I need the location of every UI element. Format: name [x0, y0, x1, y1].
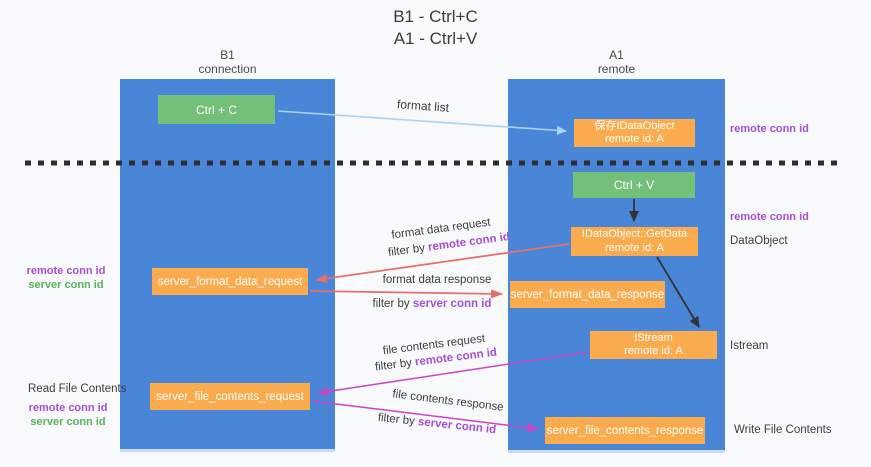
read-file-contents-annotation: Read File Contents: [28, 383, 127, 395]
dataobject-annotation: DataObject: [730, 235, 788, 247]
server-file-contents-response-label: server_file_contents_response: [546, 424, 704, 437]
remote-conn-id-annotation: remote conn id: [28, 402, 108, 414]
server-file-contents-request-label: server_file_contents_request: [156, 390, 304, 403]
filter-by-text: filter by: [372, 298, 413, 310]
saved-dataobject-line1: 保存IDataObject: [594, 119, 675, 132]
server-file-contents-request-box: server_file_contents_request: [150, 383, 310, 410]
filter-by-text: filter by: [374, 356, 416, 374]
format-data-response-filter: filter by server conn id: [373, 298, 492, 310]
right-column-role: remote: [597, 62, 636, 76]
istream-line2: remote id: A: [624, 345, 683, 357]
ctrl-c-label: Ctrl + C: [195, 102, 237, 117]
diagram-title: B1 - Ctrl+C A1 - Ctrl+V: [0, 6, 871, 50]
server-format-data-response-label: server_format_data_response: [510, 288, 665, 301]
server-file-contents-response-box: server_file_contents_response: [545, 417, 705, 444]
title-line-1: B1 - Ctrl+C: [393, 7, 478, 26]
file-contents-response-filter: filter by server conn id: [377, 412, 496, 436]
server-conn-id-key: server conn id: [417, 416, 497, 437]
istream-box: IStream remote id: A: [590, 331, 717, 359]
file-contents-response-label: file contents response: [391, 388, 505, 414]
format-data-response-arrow: [309, 289, 503, 299]
istream-line1: IStream: [634, 331, 673, 344]
format-data-response-label: format data response: [382, 274, 492, 286]
server-format-data-request-box: server_format_data_request: [152, 268, 308, 295]
title-line-2: A1 - Ctrl+V: [393, 29, 478, 48]
getdata-line2: remote id: A: [605, 241, 664, 254]
server-conn-id-annotation: server conn id: [30, 416, 106, 428]
server-conn-id-annotation: server conn id: [28, 279, 104, 291]
server-conn-id-key: server conn id: [412, 298, 492, 310]
filter-by-text: filter by: [377, 411, 419, 428]
file-conn-id-pair: remote conn id server conn id: [26, 401, 110, 429]
right-column-name: A1: [609, 48, 624, 62]
getdata-box: IDataObject::GetData remote id: A: [571, 227, 698, 256]
ctrl-v-label: Ctrl + V: [613, 178, 655, 192]
saved-dataobject-box: 保存IDataObject remote id: A: [574, 119, 695, 147]
remote-conn-id-annotation-mid: remote conn id: [730, 211, 809, 223]
left-column-role: connection: [198, 62, 257, 76]
filter-by-text: filter by: [387, 241, 429, 259]
istream-annotation: Istream: [730, 340, 769, 352]
remote-conn-id-annotation-top: remote conn id: [730, 123, 809, 135]
format-list-label: format list: [396, 97, 450, 115]
ctrl-c-box: Ctrl + C: [158, 95, 275, 124]
getdata-line1: IDataObject::GetData: [581, 228, 688, 240]
write-file-contents-annotation: Write File Contents: [734, 424, 832, 436]
ctrl-v-box: Ctrl + V: [573, 172, 695, 198]
server-format-data-request-label: server_format_data_request: [157, 275, 303, 288]
left-column-name: B1: [220, 48, 235, 62]
remote-conn-id-annotation: remote conn id: [26, 265, 106, 277]
format-conn-id-pair: remote conn id server conn id: [24, 264, 108, 292]
right-column-header: A1 remote: [508, 48, 725, 76]
server-format-data-response-box: server_format_data_response: [510, 281, 665, 308]
left-column-header: B1 connection: [120, 48, 335, 76]
saved-dataobject-line2: remote id: A: [605, 133, 664, 145]
